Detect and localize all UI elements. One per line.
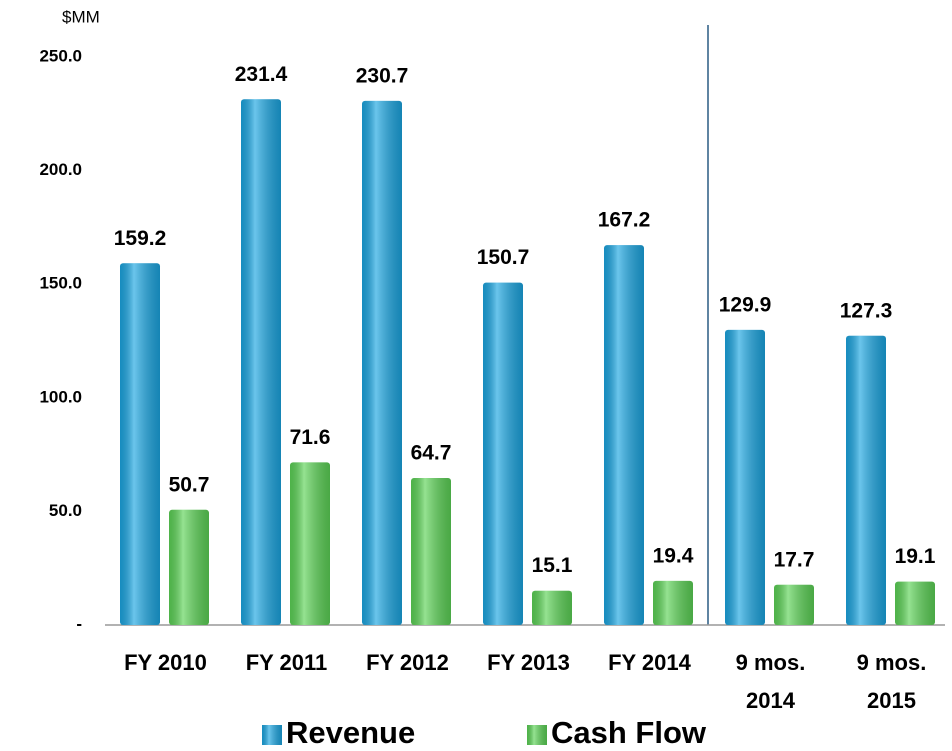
bar-shine	[725, 329, 765, 625]
value-label: 19.1	[895, 545, 936, 568]
bar-shine	[241, 99, 281, 625]
value-label: 17.7	[774, 548, 815, 571]
value-label: 64.7	[411, 442, 452, 465]
value-label: 159.2	[114, 227, 167, 250]
x-tick-label: FY 2014	[608, 650, 691, 675]
bar-shine	[411, 478, 451, 625]
bar-shine	[120, 263, 160, 625]
x-tick-label-box: 9 mos. 2014	[735, 650, 806, 713]
x-tick-label: FY 2010	[124, 650, 207, 675]
value-label: 127.3	[840, 299, 893, 322]
y-axis-label: $MM	[62, 7, 100, 26]
value-label: 231.4	[235, 63, 288, 86]
bar-shine	[653, 580, 693, 625]
x-tick-label: 9 mos. 2015	[856, 650, 927, 713]
y-tick-label: 250.0	[39, 46, 82, 65]
x-tick-label-box: FY 2011	[245, 650, 328, 675]
bar-shine	[532, 590, 572, 625]
x-tick-label: FY 2012	[366, 650, 449, 675]
x-tick-label: 9 mos. 2014	[735, 650, 806, 713]
bar-shine	[846, 335, 886, 625]
x-tick-label-box: FY 2014	[608, 650, 691, 675]
bar-shine	[169, 509, 209, 625]
bar-shine	[895, 581, 935, 625]
value-label: 19.4	[653, 544, 694, 567]
x-tick-label-box: 9 mos. 2015	[856, 650, 927, 713]
value-label: 15.1	[532, 554, 573, 577]
y-tick-label: -	[76, 614, 82, 633]
bar-shine	[774, 584, 814, 625]
bar-shine	[362, 100, 402, 625]
y-tick-label: 150.0	[39, 274, 82, 293]
y-tick-label: 200.0	[39, 160, 82, 179]
x-tick-label-box: FY 2010	[124, 650, 207, 675]
x-tick-label-box: FY 2013	[487, 650, 570, 675]
bar-shine	[483, 282, 523, 625]
x-tick-label-box: FY 2012	[366, 650, 449, 675]
bar-shine	[604, 245, 644, 626]
value-label: 230.7	[356, 64, 409, 87]
y-tick-label: 50.0	[49, 501, 82, 520]
x-tick-label: FY 2013	[487, 650, 570, 675]
legend-label: Revenue	[286, 715, 415, 750]
legend-swatch-shine	[262, 725, 282, 745]
value-label: 71.6	[290, 426, 331, 449]
y-tick-label: 100.0	[39, 387, 82, 406]
value-label: 50.7	[169, 473, 210, 496]
bar-shine	[290, 462, 330, 625]
legend-label: Cash Flow	[551, 715, 707, 750]
value-label: 150.7	[477, 246, 530, 269]
legend-swatch-shine	[527, 725, 547, 745]
value-label: 167.2	[598, 209, 651, 232]
x-tick-label: FY 2011	[245, 650, 328, 675]
value-label: 129.9	[719, 293, 772, 316]
